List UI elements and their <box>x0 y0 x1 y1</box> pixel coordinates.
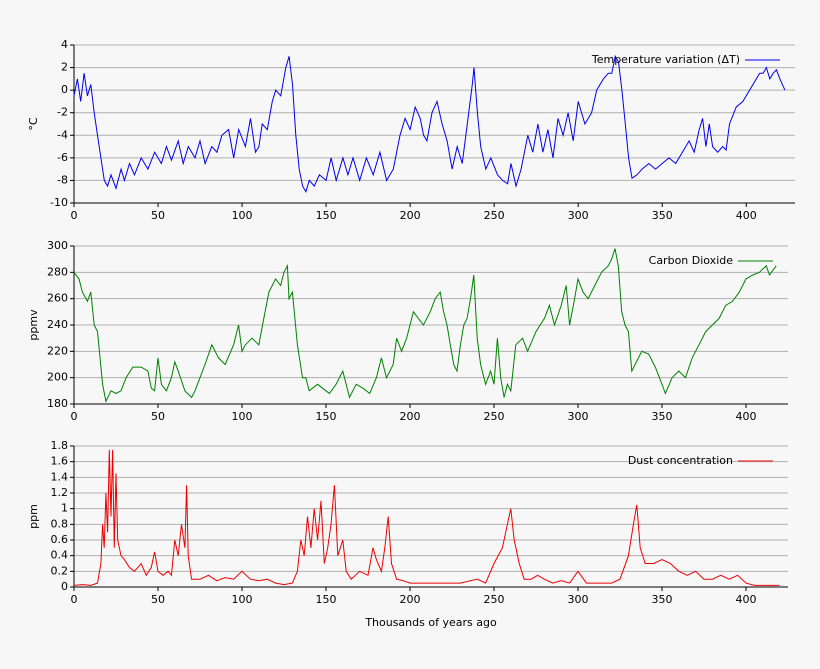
x-tick-label: 400 <box>736 209 757 222</box>
y-tick-label: 240 <box>47 318 68 331</box>
y-tick-label: 1.2 <box>51 486 69 499</box>
legend-label: Carbon Dioxide <box>649 254 734 267</box>
y-axis-label: ppm <box>27 504 40 529</box>
y-tick-label: -10 <box>50 196 68 209</box>
y-tick-label: 260 <box>47 292 68 305</box>
x-tick-label: 0 <box>71 593 78 606</box>
y-tick-label: 180 <box>47 397 68 410</box>
y-tick-label: 0.4 <box>51 549 69 562</box>
x-tick-label: 50 <box>151 209 165 222</box>
x-tick-label: 100 <box>232 593 253 606</box>
y-tick-label: 1 <box>61 502 68 515</box>
x-tick-label: 350 <box>652 209 673 222</box>
y-tick-label: -4 <box>57 128 68 141</box>
x-tick-label: 150 <box>316 593 337 606</box>
x-tick-label: 50 <box>151 410 165 423</box>
y-tick-label: 0.6 <box>51 533 69 546</box>
x-tick-label: 150 <box>316 410 337 423</box>
x-tick-label: 200 <box>400 410 421 423</box>
y-tick-label: 0.2 <box>51 564 69 577</box>
y-axis-label: ppmv <box>27 309 40 341</box>
x-tick-label: 100 <box>232 410 253 423</box>
y-tick-label: 4 <box>61 38 68 51</box>
x-tick-label: 100 <box>232 209 253 222</box>
x-tick-label: 300 <box>568 410 589 423</box>
y-tick-label: 200 <box>47 371 68 384</box>
y-axis-label: °C <box>27 117 40 131</box>
x-tick-label: 50 <box>151 593 165 606</box>
legend-label: Dust concentration <box>628 454 733 467</box>
y-tick-label: -2 <box>57 106 68 119</box>
y-tick-label: 0 <box>61 580 68 593</box>
x-tick-label: 400 <box>736 593 757 606</box>
x-tick-label: 400 <box>736 410 757 423</box>
y-tick-label: 220 <box>47 344 68 357</box>
y-tick-label: 0 <box>61 83 68 96</box>
y-tick-label: 280 <box>47 265 68 278</box>
x-tick-label: 200 <box>400 209 421 222</box>
x-tick-label: 0 <box>71 209 78 222</box>
y-tick-label: 0.8 <box>51 517 69 530</box>
x-tick-label: 300 <box>568 209 589 222</box>
data-line <box>73 248 777 403</box>
y-tick-label: 1.6 <box>51 455 69 468</box>
x-tick-label: 150 <box>316 209 337 222</box>
y-tick-label: 300 <box>47 239 68 252</box>
y-tick-label: -6 <box>57 151 68 164</box>
y-tick-label: 1.8 <box>51 439 69 452</box>
y-tick-label: 1.4 <box>51 470 69 483</box>
x-tick-label: 250 <box>484 209 505 222</box>
data-line <box>73 449 780 586</box>
x-tick-label: 0 <box>71 410 78 423</box>
y-tick-label: 2 <box>61 61 68 74</box>
x-tick-label: 300 <box>568 593 589 606</box>
x-tick-label: 250 <box>484 593 505 606</box>
x-tick-label: 350 <box>652 410 673 423</box>
x-tick-label: 200 <box>400 593 421 606</box>
x-tick-label: 350 <box>652 593 673 606</box>
data-line <box>73 54 786 193</box>
x-tick-label: 250 <box>484 410 505 423</box>
y-tick-label: -8 <box>57 173 68 186</box>
x-axis-label: Thousands of years ago <box>364 616 497 629</box>
legend-label: Temperature variation (ΔT) <box>591 53 740 66</box>
